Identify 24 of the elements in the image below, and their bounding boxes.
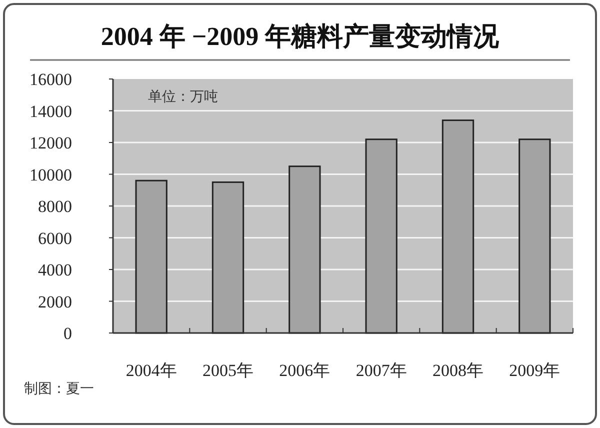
y-tick-label: 2000 xyxy=(38,292,72,312)
y-tick-label: 14000 xyxy=(30,102,72,121)
bar xyxy=(288,166,321,334)
bar xyxy=(212,181,244,334)
y-tick-label: 10000 xyxy=(30,165,72,184)
x-tick-label: 2007年 xyxy=(356,361,407,380)
x-tick-label: 2008年 xyxy=(432,361,484,380)
y-tick-label: 4000 xyxy=(38,260,72,280)
y-tick-label: 12000 xyxy=(30,134,72,152)
x-tick-label: 2005年 xyxy=(202,361,254,380)
chart-title: 2004 年 −2009 年糖料产量变动情况 xyxy=(100,22,500,51)
x-tick-label: 2009年 xyxy=(509,361,560,380)
y-tick-label: 6000 xyxy=(38,228,72,248)
y-tick-label: 0 xyxy=(64,324,72,343)
bar xyxy=(365,138,398,334)
bar xyxy=(518,138,551,334)
bar xyxy=(442,120,474,334)
y-tick-label: 16000 xyxy=(30,70,72,89)
bar xyxy=(135,180,168,334)
y-tick-label: 8000 xyxy=(38,197,72,216)
x-tick-label: 2004年 xyxy=(126,361,177,380)
annotation: 单位：万吨 xyxy=(148,89,218,105)
text: 制图：夏一 xyxy=(24,381,94,397)
x-tick-label: 2006年 xyxy=(279,361,330,380)
